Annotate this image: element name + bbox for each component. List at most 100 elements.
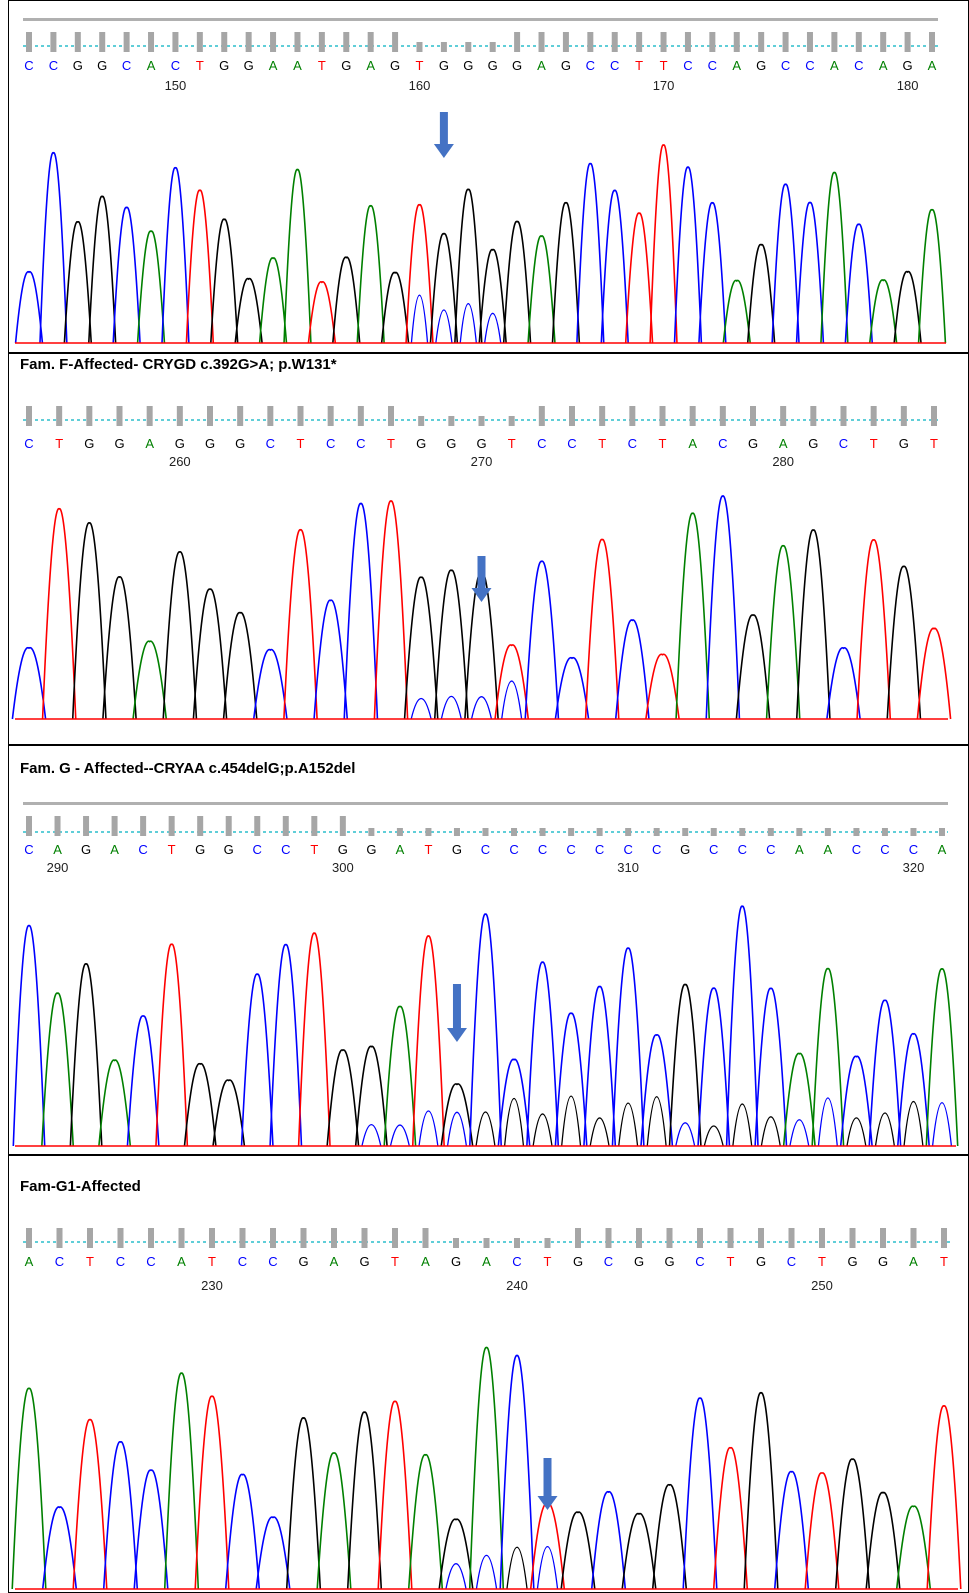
quality-bar — [83, 816, 90, 836]
base-call: G — [244, 58, 254, 73]
trace-peak — [865, 1491, 901, 1590]
base-call: C — [238, 1254, 247, 1269]
trace-peak — [87, 195, 117, 344]
trace-peak — [469, 913, 502, 1147]
trace-peak — [126, 1015, 160, 1147]
quality-bar — [733, 32, 740, 52]
quality-bar — [910, 828, 917, 836]
base-call: A — [537, 58, 546, 73]
base-call: T — [659, 436, 667, 451]
base-call: A — [482, 1254, 491, 1269]
quality-bar — [388, 406, 394, 426]
base-call: C — [537, 436, 546, 451]
base-call: C — [623, 842, 632, 857]
base-call: T — [940, 1254, 948, 1269]
trace-peak — [811, 967, 845, 1147]
trace-secondary-peak — [532, 1113, 553, 1147]
trace-peak — [673, 166, 703, 344]
trace-peak — [722, 279, 751, 344]
trace-peak — [210, 218, 239, 344]
trace-secondary-peak — [703, 1125, 724, 1147]
base-call: G — [808, 436, 818, 451]
base-call: T — [55, 436, 63, 451]
trace-peak — [668, 983, 702, 1147]
base-call: A — [688, 436, 697, 451]
quality-bar — [116, 406, 123, 426]
base-call: G — [235, 436, 245, 451]
trace-peak — [212, 1079, 246, 1147]
base-position-label: 270 — [471, 454, 493, 469]
quality-bar — [625, 828, 632, 836]
base-call: C — [566, 842, 575, 857]
quality-bar — [465, 42, 472, 52]
quality-bar — [440, 42, 447, 52]
base-call: G — [847, 1254, 857, 1269]
base-call: A — [53, 842, 62, 857]
base-call: A — [110, 842, 119, 857]
quality-bar — [168, 816, 175, 836]
trace-peak — [590, 1491, 627, 1590]
quality-bar — [941, 1228, 947, 1248]
quality-bar — [357, 406, 364, 426]
trace-peak — [675, 512, 711, 720]
base-call: G — [175, 436, 185, 451]
base-call: C — [595, 842, 604, 857]
quality-bar — [684, 32, 691, 52]
base-position-label: 160 — [409, 78, 431, 93]
base-call: G — [97, 58, 107, 73]
trace-peak — [795, 201, 825, 344]
base-position-label: 250 — [811, 1278, 833, 1293]
trace-peak — [754, 987, 788, 1147]
quality-bar — [767, 828, 774, 836]
quality-bar — [111, 816, 118, 836]
base-call: G — [452, 842, 462, 857]
base-call: C — [281, 842, 290, 857]
quality-bar — [758, 32, 765, 52]
trace-peak — [373, 500, 409, 720]
base-call: C — [538, 842, 547, 857]
base-call: C — [171, 58, 180, 73]
quality-bar — [806, 32, 813, 52]
quality-bar — [50, 32, 57, 52]
trace-secondary-peak — [589, 1117, 610, 1147]
panel-caption: Fam. G - Affected--CRYAA c.454delG;p.A15… — [20, 760, 356, 777]
quality-bar — [788, 1228, 795, 1248]
quality-bar — [56, 1228, 63, 1248]
quality-bar — [56, 406, 63, 426]
trace-peak — [354, 1045, 388, 1147]
quality-bar — [710, 828, 717, 836]
base-call: T — [318, 58, 326, 73]
trace-peak — [183, 1062, 217, 1147]
base-call: A — [25, 1254, 34, 1269]
trace-secondary-peak — [646, 1096, 667, 1147]
trace-secondary-peak — [760, 1116, 781, 1147]
trace-peak — [411, 935, 445, 1147]
quality-bar — [482, 828, 489, 836]
trace-peak — [600, 189, 629, 344]
quality-bar — [939, 828, 945, 836]
scan-range-bar — [23, 802, 948, 805]
trace-secondary-peak — [931, 1102, 953, 1147]
trace-peak — [405, 204, 434, 344]
base-call: T — [310, 842, 318, 857]
trace-peak — [527, 235, 556, 344]
trace-peak — [12, 924, 46, 1147]
trace-peak — [725, 905, 759, 1147]
base-call: G — [488, 58, 498, 73]
trace-peak — [468, 1346, 505, 1590]
base-position-label: 230 — [201, 1278, 223, 1293]
trace-peak — [316, 1452, 352, 1590]
base-call: C — [709, 842, 718, 857]
trace-peak — [856, 539, 892, 720]
base-position-label: 280 — [772, 454, 794, 469]
trace-secondary-peak — [410, 294, 429, 344]
trace-peak — [285, 1417, 322, 1590]
base-call: C — [24, 842, 33, 857]
base-call: C — [268, 1254, 277, 1269]
quality-bar — [682, 828, 689, 836]
base-call: G — [390, 58, 400, 73]
quality-bar — [267, 406, 274, 426]
base-call: G — [680, 842, 690, 857]
quality-bar — [511, 828, 518, 836]
base-position-label: 180 — [897, 78, 919, 93]
